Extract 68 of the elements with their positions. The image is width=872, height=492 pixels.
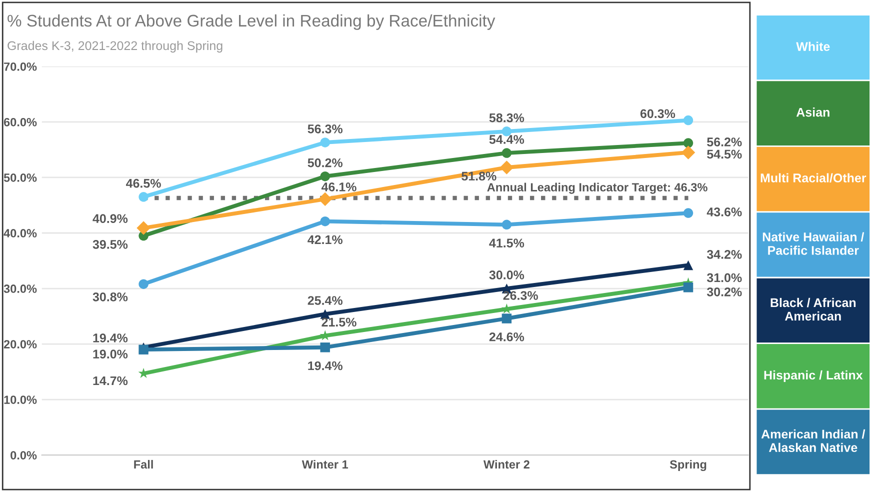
data-label: 19.4% — [93, 334, 128, 342]
point — [500, 160, 514, 174]
data-label: 30.0% — [489, 270, 524, 280]
ref-line-label: Annual Leading Indicator Target: 46.3% — [487, 182, 708, 194]
point — [502, 220, 512, 230]
data-label: 46.5% — [126, 178, 161, 188]
point — [683, 282, 694, 292]
x-tick-label: Winter 1 — [302, 460, 348, 469]
point — [320, 138, 330, 148]
data-label: 51.8% — [462, 172, 496, 181]
point — [683, 208, 694, 218]
text: American Indian / Alaskan Native — [761, 429, 866, 452]
point — [138, 279, 148, 289]
data-label: 25.4% — [308, 296, 343, 305]
data-label: 60.3% — [640, 109, 676, 118]
point — [320, 172, 330, 182]
x-tick-label: Winter 2 — [483, 460, 530, 469]
data-label: 41.5% — [489, 238, 524, 248]
data-label: 19.4% — [308, 361, 343, 370]
point — [136, 221, 150, 235]
y-tick-label: 0.0% — [10, 451, 37, 460]
data-label: 56.2% — [707, 138, 742, 146]
point — [683, 138, 694, 148]
data-label: 31.0% — [706, 273, 742, 282]
y-tick-label: 50.0% — [4, 174, 37, 182]
point — [681, 146, 696, 160]
chart-title: % Students At or Above Grade Level in Reading by Race/Ethnicity — [8, 14, 496, 30]
data-label: 56.3% — [308, 124, 343, 134]
data-label: 46.1% — [321, 182, 356, 192]
data-label: 14.7% — [93, 376, 128, 386]
data-label: 50.2% — [308, 158, 343, 168]
y-tick-label: 10.0% — [4, 396, 37, 404]
point — [502, 148, 512, 158]
text: Asian — [796, 108, 830, 117]
point — [502, 314, 512, 324]
data-label: 43.6% — [706, 208, 742, 216]
x-tick-label: Fall — [134, 460, 153, 469]
data-label: 58.3% — [489, 113, 524, 122]
text: Black / African American — [770, 298, 856, 321]
y-tick-label: 20.0% — [4, 340, 37, 348]
point — [683, 115, 694, 126]
data-label: 40.9% — [92, 214, 128, 224]
data-label: 54.5% — [707, 150, 742, 159]
text: Multi Racial/Other — [760, 173, 866, 183]
text: White — [796, 42, 830, 51]
data-label: 42.1% — [308, 235, 343, 244]
point — [683, 260, 694, 270]
data-label: 24.6% — [489, 332, 524, 342]
data-label: 21.5% — [322, 318, 356, 327]
text: Native Hawaiian / Pacific Islander — [762, 232, 864, 255]
data-label: 19.0% — [93, 350, 128, 359]
data-label: 30.2% — [706, 287, 742, 296]
data-label: 34.2% — [706, 250, 742, 259]
y-tick-label: 70.0% — [4, 62, 37, 71]
point — [318, 192, 332, 206]
y-tick-label: 30.0% — [4, 284, 37, 293]
data-label: 30.8% — [92, 292, 128, 302]
data-label: 54.4% — [489, 135, 524, 144]
point — [138, 192, 148, 202]
x-tick-label: Spring — [670, 460, 706, 472]
chart-subtitle: Grades K-3, 2021-2022 through Spring — [8, 40, 222, 53]
data-label: 26.3% — [503, 291, 538, 300]
point — [320, 216, 330, 226]
data-label: 39.5% — [92, 240, 128, 249]
point — [320, 342, 330, 352]
text: Hispanic / Latinx — [764, 370, 863, 382]
y-tick-label: 60.0% — [4, 118, 37, 126]
y-tick-label: 40.0% — [4, 229, 37, 238]
